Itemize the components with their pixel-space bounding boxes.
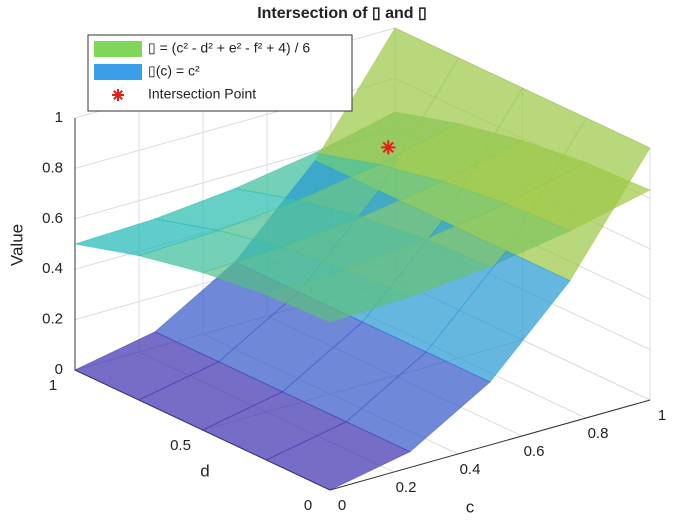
- x-axis: [329, 399, 651, 491]
- surface-patch: [264, 268, 412, 323]
- z-tick-label: 0: [55, 361, 63, 378]
- surface-patch: [74, 218, 219, 257]
- legend-label: ▯ = (c² - d² + e² - f² + 4) / 6: [148, 40, 310, 56]
- x-tick-label: 0.6: [524, 443, 545, 460]
- y-tick-label: 0: [304, 497, 312, 514]
- x-tick-label: 0.4: [460, 461, 481, 478]
- chart-title: Intersection of ▯ and ▯: [257, 5, 427, 22]
- surface-patch: [136, 229, 285, 274]
- x-tick-label: 1: [658, 407, 666, 424]
- x-axis-label: c: [466, 497, 475, 516]
- legend-swatch: [94, 41, 142, 57]
- y-tick-label: 0.5: [170, 437, 191, 454]
- y-tick-label: 1: [49, 377, 57, 394]
- legend: ▯ = (c² - d² + e² - f² + 4) / 6 ▯(c) = c²…: [87, 34, 353, 112]
- legend-label: ▯(c) = c²: [148, 63, 200, 79]
- surface-patch: [73, 331, 220, 401]
- z-axis-label: Value: [7, 224, 26, 266]
- z-tick-label: 0.4: [42, 260, 63, 277]
- x-tick-label: 0.8: [588, 425, 609, 442]
- y-axis-label: d: [200, 461, 209, 480]
- z-tick-label: 0.2: [42, 311, 63, 328]
- x-tick-label: 0.2: [396, 479, 417, 496]
- z-tick-label: 1: [55, 109, 63, 126]
- z-tick-label: 0.6: [42, 210, 63, 227]
- legend-swatch: [94, 64, 142, 80]
- intersection-point: [381, 140, 396, 155]
- surface-patch: [137, 361, 284, 431]
- legend-label: Intersection Point: [148, 86, 256, 102]
- x-tick-label: 0: [338, 497, 346, 514]
- asterisk-stroke: [382, 141, 394, 154]
- surface-patch: [265, 421, 412, 491]
- legend-marker: [113, 90, 123, 100]
- z-tick-label: 0.8: [42, 159, 63, 176]
